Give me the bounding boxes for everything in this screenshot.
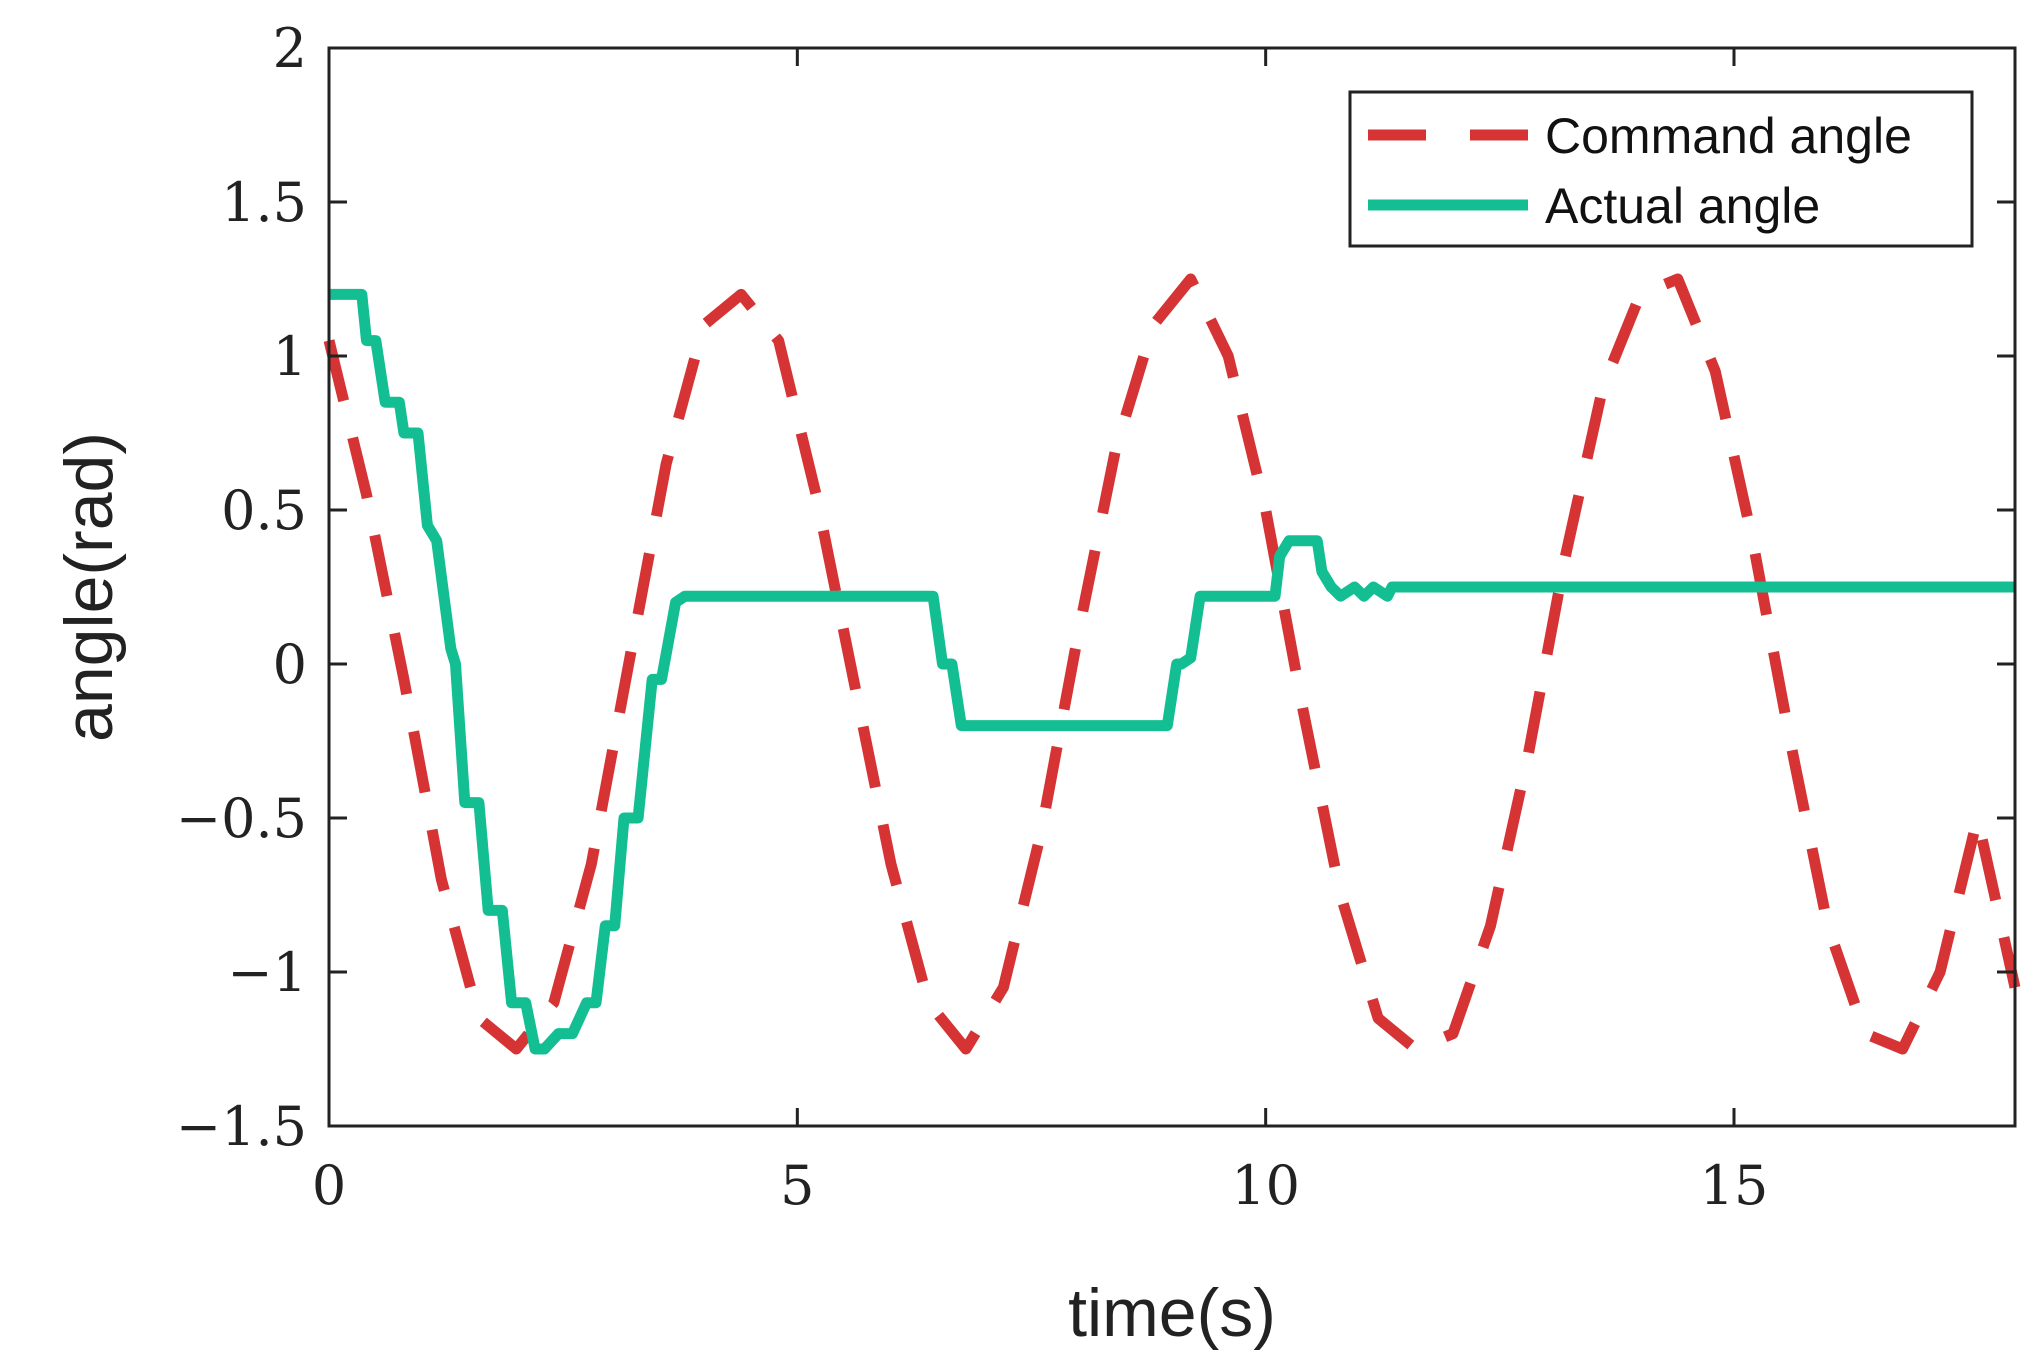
plot-frame [327,46,2017,1128]
x-tick-label: 5 [780,1154,814,1217]
y-axis-label: angle(rad) [51,432,127,742]
y-tick-label: −1.5 [176,1095,307,1158]
legend-label-actual-angle: Actual angle [1545,178,1820,234]
y-tick-label: −1 [227,941,307,1004]
y-tick-label: −0.5 [176,787,307,850]
legend-box [1348,90,1974,248]
ticks-layer: 0 5 10 15 −1.5 −1 −0.5 0 0.5 1 1.5 2 [176,17,2015,1217]
x-tick-label: 10 [1231,1154,1300,1217]
y-tick-label: 1.5 [221,171,307,234]
x-axis-label: time(s) [1068,1275,1276,1351]
y-tick-label: 2 [273,17,307,80]
series-line-command-angle [323,273,2021,1055]
labels-layer: time(s) angle(rad) [51,432,1276,1351]
series-line-actual-angle [329,288,2015,1055]
legend-label-command-angle: Command angle [1545,108,1912,164]
y-tick-label: 0 [273,633,307,696]
x-tick-label: 15 [1700,1154,1769,1217]
y-tick-label: 1 [273,325,307,388]
x-tick-label: 0 [312,1154,346,1217]
legend: Command angle Actual angle [1348,90,1974,248]
y-tick-label: 0.5 [221,479,307,542]
series-layer [323,273,2021,1055]
